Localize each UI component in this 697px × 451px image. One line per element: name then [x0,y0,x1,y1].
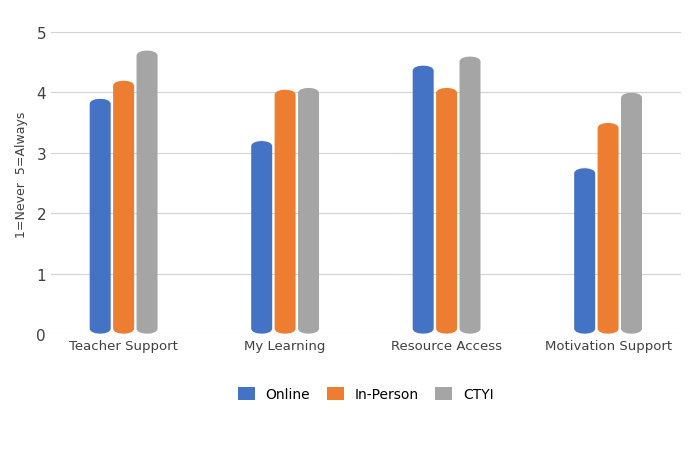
FancyBboxPatch shape [574,169,595,334]
FancyBboxPatch shape [298,88,319,334]
FancyBboxPatch shape [137,51,158,334]
FancyBboxPatch shape [251,142,273,334]
FancyBboxPatch shape [459,57,480,334]
FancyBboxPatch shape [621,93,642,334]
FancyBboxPatch shape [436,88,457,334]
FancyBboxPatch shape [597,124,619,334]
FancyBboxPatch shape [90,99,111,334]
FancyBboxPatch shape [113,81,134,334]
Legend: Online, In-Person, CTYI: Online, In-Person, CTYI [233,382,498,405]
FancyBboxPatch shape [275,90,296,334]
Y-axis label: 1=Never  5=Always: 1=Never 5=Always [15,111,28,238]
FancyBboxPatch shape [413,66,434,334]
